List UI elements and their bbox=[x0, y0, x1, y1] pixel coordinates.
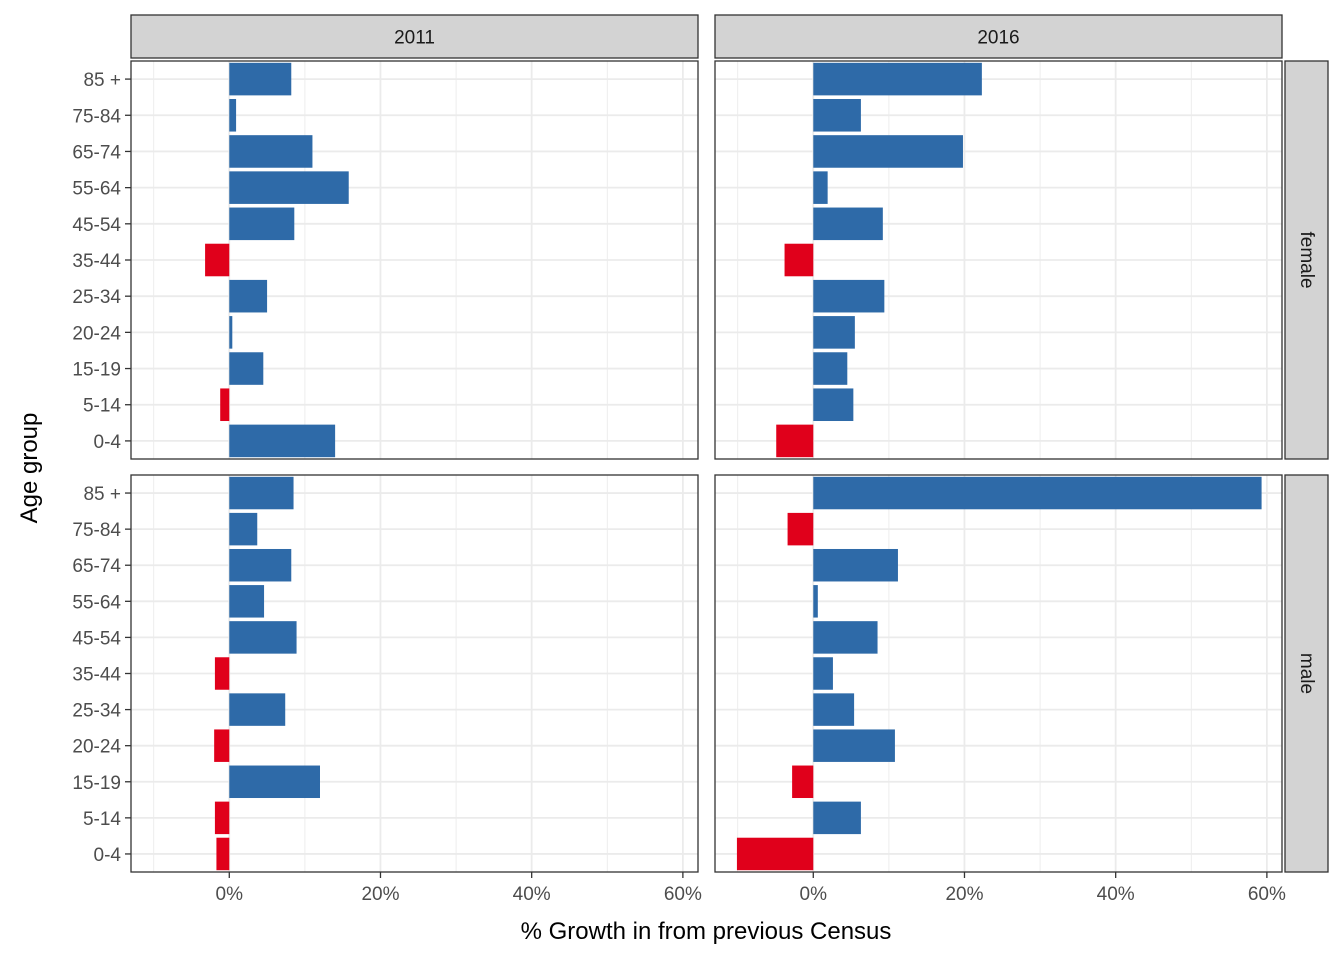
bar-35-44 bbox=[813, 657, 833, 690]
bar-85plus bbox=[229, 62, 292, 96]
bar-85plus bbox=[813, 476, 1262, 510]
panel-2011-female: 0-4 5-14 15-19 20-24 25-34 35-44 45-54 55-64 65-… bbox=[72, 60, 699, 460]
bar-55-64 bbox=[229, 171, 349, 204]
bar-25-34 bbox=[813, 693, 855, 726]
strip-2011 bbox=[130, 14, 699, 59]
bar-5-14 bbox=[214, 801, 230, 835]
y-tick-label: 0-4 bbox=[94, 432, 122, 453]
bar-20-24 bbox=[813, 729, 895, 762]
x-tick-label: 0% bbox=[800, 884, 828, 905]
bar-0-4 bbox=[229, 424, 336, 458]
y-tick-label: 20-24 bbox=[72, 323, 121, 344]
y-tick-label: 65-74 bbox=[72, 142, 121, 163]
bar-55-64 bbox=[813, 585, 818, 618]
y-tick-label: 45-54 bbox=[72, 215, 121, 236]
x-tick-label: 60% bbox=[1248, 884, 1286, 905]
strip-label-male: male bbox=[1296, 653, 1317, 694]
bar-65-74 bbox=[813, 135, 963, 168]
bar-35-44 bbox=[205, 243, 230, 277]
bar-25-34 bbox=[229, 693, 286, 726]
y-tick-label: 5-14 bbox=[83, 396, 121, 417]
bar-15-19 bbox=[792, 765, 814, 799]
bar-55-64 bbox=[229, 585, 265, 618]
bar-0-4 bbox=[776, 424, 814, 458]
y-tick-label: 55-64 bbox=[72, 592, 121, 613]
bar-25-34 bbox=[813, 279, 885, 313]
strip-label-2016: 2016 bbox=[977, 28, 1019, 49]
y-tick-label: 35-44 bbox=[72, 665, 121, 686]
bar-25-34 bbox=[229, 279, 268, 313]
bar-5-14 bbox=[220, 388, 230, 422]
bar-65-74 bbox=[229, 135, 313, 168]
bar-5-14 bbox=[813, 801, 861, 835]
panel-2011-male: 0-4 5-14 15-19 20-24 25-34 35-44 45-54 55-64 65-… bbox=[72, 474, 702, 905]
y-tick-label: 55-64 bbox=[72, 179, 121, 200]
y-tick-label: 15-19 bbox=[72, 360, 121, 381]
bar-85plus bbox=[813, 62, 982, 96]
panel-border bbox=[714, 60, 1283, 460]
bar-20-24 bbox=[229, 316, 233, 349]
bar-75-84 bbox=[229, 98, 237, 132]
strip-label-2011: 2011 bbox=[394, 28, 435, 49]
panels: 0-4 5-14 15-19 20-24 25-34 35-44 45-54 55-64 65-… bbox=[72, 14, 1329, 905]
x-tick-label: 20% bbox=[361, 884, 399, 905]
y-tick-label: 35-44 bbox=[72, 251, 121, 272]
bar-20-24 bbox=[813, 316, 855, 349]
y-tick-label: 15-19 bbox=[72, 773, 121, 794]
y-tick-label: 25-34 bbox=[72, 287, 121, 308]
y-tick-label: 65-74 bbox=[72, 556, 121, 577]
x-tick-label: 40% bbox=[513, 884, 551, 905]
bar-75-84 bbox=[787, 512, 814, 546]
bar-35-44 bbox=[784, 243, 814, 277]
bar-45-54 bbox=[813, 207, 883, 241]
bar-15-19 bbox=[813, 352, 848, 385]
bar-75-84 bbox=[229, 512, 258, 546]
bar-20-24 bbox=[214, 729, 230, 762]
bar-65-74 bbox=[813, 548, 898, 582]
bar-0-4 bbox=[736, 837, 814, 871]
strip-female bbox=[1284, 60, 1329, 460]
x-axis-title: % Growth in from previous Census bbox=[521, 918, 892, 945]
bar-45-54 bbox=[229, 621, 297, 654]
y-tick-label: 45-54 bbox=[72, 628, 121, 649]
bar-45-54 bbox=[813, 621, 878, 654]
y-tick-label: 0-4 bbox=[94, 845, 122, 866]
bar-15-19 bbox=[229, 765, 320, 799]
y-tick-label: 85 + bbox=[83, 484, 121, 505]
bar-5-14 bbox=[813, 388, 854, 422]
y-tick-label: 25-34 bbox=[72, 701, 121, 722]
panel-border bbox=[714, 474, 1283, 873]
bar-55-64 bbox=[813, 171, 828, 204]
y-tick-label: 85 + bbox=[83, 70, 121, 91]
panel-2016-female bbox=[714, 60, 1283, 460]
bar-85plus bbox=[229, 476, 294, 510]
strip-2016 bbox=[714, 14, 1283, 59]
x-tick-label: 20% bbox=[945, 884, 983, 905]
bar-65-74 bbox=[229, 548, 292, 582]
strip-male bbox=[1284, 474, 1329, 873]
y-tick-label: 5-14 bbox=[83, 809, 121, 830]
x-tick-label: 40% bbox=[1097, 884, 1135, 905]
bar-15-19 bbox=[229, 352, 264, 385]
bar-45-54 bbox=[229, 207, 295, 241]
panel-2016-male: 0% 20% 40% 60% bbox=[714, 474, 1286, 905]
bar-0-4 bbox=[216, 837, 230, 871]
bar-35-44 bbox=[214, 657, 230, 690]
bar-75-84 bbox=[813, 98, 861, 132]
y-axis-title: Age group bbox=[16, 413, 43, 524]
strip-label-female: female bbox=[1296, 231, 1317, 288]
y-tick-label: 20-24 bbox=[72, 737, 121, 758]
y-tick-label: 75-84 bbox=[72, 106, 121, 127]
x-tick-label: 0% bbox=[216, 884, 244, 905]
y-tick-label: 75-84 bbox=[72, 520, 121, 541]
x-tick-label: 60% bbox=[664, 884, 702, 905]
